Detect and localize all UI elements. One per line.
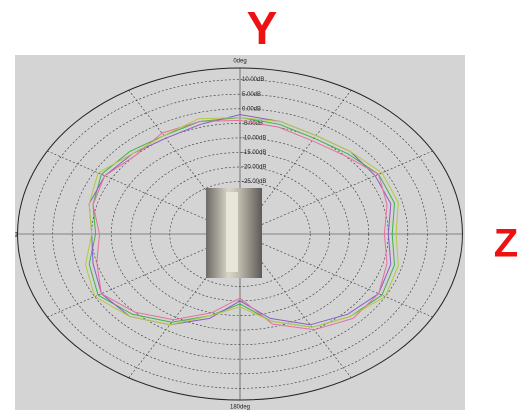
angle-label: 90deg: [1, 232, 18, 238]
grid-ring: [52, 93, 428, 375]
spoke: [239, 233, 433, 318]
pattern-line: [84, 116, 399, 328]
r-tick-label: 10.00dB: [242, 77, 264, 83]
grid-ring: [71, 108, 409, 360]
grid-ring: [169, 181, 311, 287]
axis-letter: Z: [494, 222, 518, 266]
spoke: [239, 150, 433, 235]
grid-ring: [130, 152, 350, 316]
angle-label: 180deg: [230, 405, 250, 411]
angle-label: 270deg: [474, 232, 494, 238]
polar-plot: 10.00dB 5.00dB 0.00dB -5.00dB -10.00dB -15.00…: [1, 59, 494, 411]
spoke: [47, 233, 241, 318]
angle-label: 0deg: [233, 59, 246, 65]
r-tick-label: 0.00dB: [242, 106, 261, 112]
r-tick-label: 5.00dB: [242, 92, 261, 98]
photo-object: [226, 192, 238, 272]
r-tick-label: -20.00dB: [242, 165, 266, 171]
grid-ring: [32, 79, 448, 389]
grid-ring: [110, 137, 370, 331]
axis-letter: Y: [247, 2, 278, 54]
r-tick-label: -25.00dB: [242, 179, 266, 185]
r-tick-label: -5.00dB: [242, 121, 263, 127]
pattern-line: [92, 119, 388, 331]
r-tick-label: -15.00dB: [242, 150, 266, 156]
r-tick-label: -10.00dB: [242, 135, 266, 141]
spoke: [47, 150, 241, 235]
